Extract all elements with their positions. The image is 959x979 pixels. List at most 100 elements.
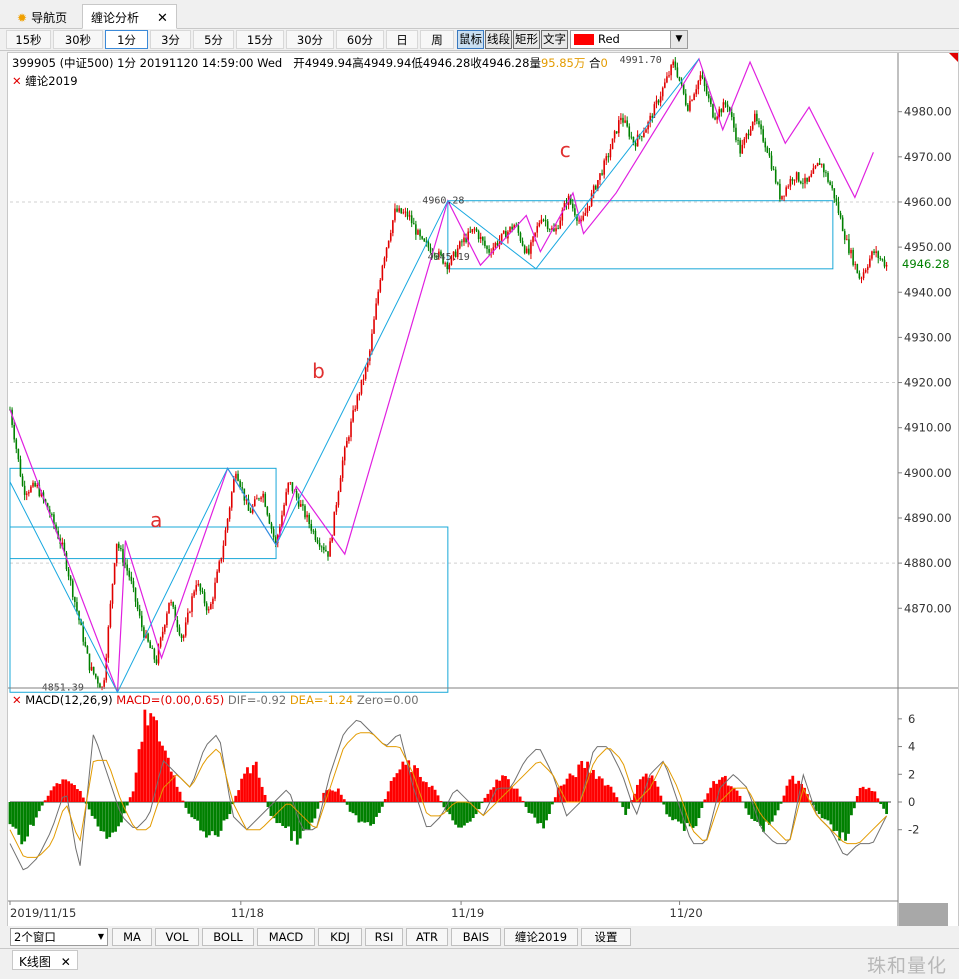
period-week-button[interactable]: 周 bbox=[420, 30, 454, 49]
period-5m-button[interactable]: 5分 bbox=[193, 30, 234, 49]
chan2019-button[interactable]: 缠论2019 bbox=[504, 928, 578, 946]
candle-body bbox=[193, 591, 195, 597]
candle-body bbox=[111, 583, 114, 604]
macd-histogram-bar bbox=[219, 802, 223, 831]
candle-body bbox=[157, 646, 160, 664]
candle-body bbox=[335, 505, 338, 512]
period-15s-button[interactable]: 15秒 bbox=[6, 30, 51, 49]
candle-body bbox=[109, 603, 112, 628]
candle-body bbox=[479, 236, 482, 240]
period-1m-button[interactable]: 1分 bbox=[105, 30, 148, 49]
color-select[interactable]: Red ▼ bbox=[570, 30, 688, 49]
candle-body bbox=[387, 240, 390, 248]
candle-body bbox=[837, 201, 840, 214]
candle-body bbox=[651, 115, 654, 118]
candle-body bbox=[601, 173, 603, 175]
macd-histogram-bar bbox=[319, 801, 323, 802]
candle-body bbox=[808, 176, 810, 182]
macd-histogram-bar bbox=[237, 790, 241, 802]
period-15m-button[interactable]: 15分 bbox=[236, 30, 284, 49]
stock-name: (中证500) bbox=[59, 56, 114, 70]
candle-body bbox=[266, 506, 269, 515]
chart-area[interactable]: 4851.39 4960.28 4945.19 4991.70 a b c 4870.00 4… bbox=[7, 52, 959, 927]
close-icon[interactable]: ✕ bbox=[12, 693, 22, 707]
candle-body bbox=[873, 251, 875, 253]
candle-body bbox=[885, 264, 888, 267]
bais-button[interactable]: BAIS bbox=[451, 928, 501, 946]
atr-button[interactable]: ATR bbox=[406, 928, 448, 946]
ma-button[interactable]: MA bbox=[112, 928, 152, 946]
macd-histogram-bar bbox=[386, 791, 390, 802]
macd-histogram-bar bbox=[234, 795, 238, 802]
candle-body bbox=[768, 152, 771, 156]
tool-mouse-button[interactable]: 鼠标 bbox=[457, 30, 484, 49]
candle-body bbox=[358, 393, 361, 396]
candle-body bbox=[97, 677, 99, 684]
tool-rectangle-button[interactable]: 矩形 bbox=[513, 30, 540, 49]
candle-body bbox=[320, 546, 323, 548]
candle-body bbox=[846, 239, 848, 241]
macd-histogram-bar bbox=[571, 775, 575, 802]
candle-body bbox=[348, 437, 350, 442]
macd-histogram-bar bbox=[553, 797, 557, 802]
settings-button[interactable]: 设置 bbox=[581, 928, 631, 946]
tool-text-button[interactable]: 文字 bbox=[541, 30, 568, 49]
close-icon[interactable]: ✕ bbox=[60, 955, 71, 969]
macd-histogram-bar bbox=[254, 761, 258, 802]
candle-body bbox=[46, 503, 49, 510]
tab-navigation-page[interactable]: ✹ 导航页 bbox=[8, 4, 76, 29]
macd-histogram-bar bbox=[797, 780, 801, 802]
macd-histogram-bar bbox=[501, 775, 504, 802]
candle-body bbox=[136, 601, 139, 610]
candle-body bbox=[195, 585, 197, 592]
extreme-price-label: 4960.28 bbox=[422, 196, 464, 207]
macd-histogram-bar bbox=[61, 779, 65, 802]
y-tick-label: 4890.00 bbox=[904, 511, 952, 525]
close-icon[interactable]: ✕ bbox=[157, 11, 168, 26]
y-tick-label: 4870.00 bbox=[904, 601, 952, 615]
candle-body bbox=[339, 477, 342, 492]
quote-info-line: 399905 (中证500) 1分 20191120 14:59:00 Wed … bbox=[12, 55, 608, 71]
macd-button[interactable]: MACD bbox=[257, 928, 315, 946]
macd-histogram-bar bbox=[627, 802, 631, 809]
window-count-select[interactable]: 2个窗口 ▼ bbox=[10, 928, 108, 946]
macd-histogram-bar bbox=[615, 797, 619, 802]
candle-body bbox=[429, 247, 432, 253]
tab-kline[interactable]: K线图 ✕ bbox=[12, 950, 78, 970]
period-3m-button[interactable]: 3分 bbox=[150, 30, 191, 49]
rsi-button[interactable]: RSI bbox=[365, 928, 403, 946]
candle-body bbox=[779, 183, 781, 200]
close-icon[interactable]: ✕ bbox=[12, 74, 22, 88]
period-60m-button[interactable]: 60分 bbox=[336, 30, 384, 49]
macd-histogram-bar bbox=[430, 785, 434, 802]
macd-histogram-bar bbox=[524, 802, 528, 807]
period-30m-button[interactable]: 30分 bbox=[286, 30, 334, 49]
tool-segment-button[interactable]: 线段 bbox=[485, 30, 512, 49]
candle-body bbox=[327, 551, 329, 557]
vol-button[interactable]: VOL bbox=[155, 928, 199, 946]
tab-label: K线图 bbox=[19, 955, 51, 969]
macd-histogram-bar bbox=[600, 778, 604, 802]
candle-body bbox=[310, 524, 313, 531]
macd-histogram-bar bbox=[295, 802, 299, 845]
period-30s-button[interactable]: 30秒 bbox=[53, 30, 103, 49]
candle-body bbox=[452, 251, 455, 257]
period-day-button[interactable]: 日 bbox=[386, 30, 418, 49]
candle-body bbox=[13, 424, 15, 440]
chevron-down-icon[interactable]: ▼ bbox=[670, 31, 687, 48]
kdj-button[interactable]: KDJ bbox=[318, 928, 362, 946]
tab-chan-analysis[interactable]: 缠论分析 ✕ bbox=[82, 4, 177, 29]
candle-body bbox=[578, 220, 580, 222]
macd-histogram-bar bbox=[635, 784, 639, 802]
candle-body bbox=[835, 198, 838, 202]
candle-body bbox=[450, 256, 453, 265]
chevron-down-icon: ▼ bbox=[97, 932, 104, 941]
boll-button[interactable]: BOLL bbox=[202, 928, 254, 946]
macd-histogram-bar bbox=[542, 802, 545, 829]
candle-body bbox=[653, 104, 656, 118]
candle-body bbox=[84, 641, 87, 647]
macd-histogram-bar bbox=[190, 802, 194, 818]
candle-body bbox=[787, 186, 790, 188]
macd-histogram-bar bbox=[703, 799, 707, 802]
